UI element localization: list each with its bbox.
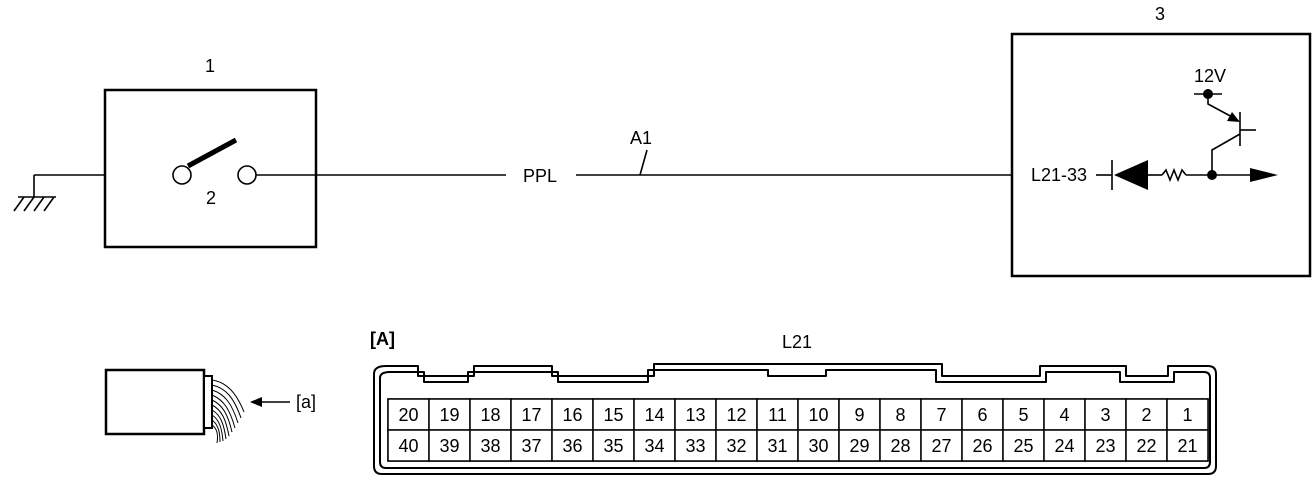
pin-cell — [1166, 398, 1209, 431]
pin-cell — [797, 398, 840, 431]
pin-cell — [469, 398, 512, 431]
diode-symbol — [1114, 160, 1148, 190]
pin-number: 30 — [808, 436, 828, 456]
pin-number: 5 — [1018, 405, 1028, 425]
control-unit-number: 3 — [1155, 4, 1165, 24]
pin-number: 31 — [767, 436, 787, 456]
pin-cell — [715, 429, 758, 462]
pin-number: 9 — [854, 405, 864, 425]
pin-number: 40 — [398, 436, 418, 456]
wire-id-label: A1 — [630, 128, 652, 148]
pin-cell — [1002, 398, 1045, 431]
wire-id-leader — [639, 149, 648, 176]
pin-number: 1 — [1182, 405, 1192, 425]
pin-cell — [551, 429, 594, 462]
view-direction-label: [a] — [296, 392, 316, 412]
wire-harness — [211, 379, 245, 444]
pin-cell — [551, 398, 594, 431]
pin-number: 19 — [439, 405, 459, 425]
pin-number: 36 — [562, 436, 582, 456]
pin-number: 12 — [726, 405, 746, 425]
pin-cell — [387, 398, 430, 431]
pin-cell — [510, 429, 553, 462]
pin-cell — [592, 398, 635, 431]
pin-cell — [920, 398, 963, 431]
pin-cell — [387, 429, 430, 462]
pin-number: 16 — [562, 405, 582, 425]
internal-circuit — [1096, 89, 1278, 190]
pin-number: 29 — [849, 436, 869, 456]
pin-number: 37 — [521, 436, 541, 456]
switch-symbol — [172, 137, 257, 185]
resistor-symbol — [1161, 167, 1187, 183]
pin-cell — [1043, 429, 1086, 462]
pin-cell — [469, 429, 512, 462]
pin-number: 38 — [480, 436, 500, 456]
pin-cell — [879, 429, 922, 462]
pin-grid: 20 19 18 17 16 15 14 13 12 11 10 9 8 7 6 5 4 3 2 140 39 38 37 3… — [387, 398, 1209, 462]
pin-number: 4 — [1059, 405, 1069, 425]
connector-name: L21 — [782, 332, 812, 352]
pin-number: 14 — [644, 405, 664, 425]
emitter-arrow — [1227, 112, 1240, 122]
pin-number: 11 — [768, 405, 787, 425]
pin-number: 20 — [398, 405, 418, 425]
connector-outline-outer — [373, 363, 1217, 475]
view-direction-arrowhead — [250, 397, 262, 407]
connector-outline-inner — [379, 369, 1211, 469]
control-unit-box — [1010, 32, 1312, 278]
connector-side-view — [104, 368, 245, 444]
pin-number: 26 — [972, 436, 992, 456]
pin-cell — [1166, 429, 1209, 462]
pin-cell — [428, 429, 471, 462]
pin-number: 28 — [890, 436, 910, 456]
pin-number: 3 — [1100, 405, 1110, 425]
pin-number: 10 — [808, 405, 828, 425]
pin-number: 22 — [1136, 436, 1156, 456]
pin-cell — [428, 398, 471, 431]
pin-number: 7 — [936, 405, 946, 425]
pin-cell — [961, 429, 1004, 462]
pin-number: 8 — [895, 405, 905, 425]
pin-number: 34 — [644, 436, 664, 456]
output-arrow — [1250, 168, 1278, 182]
pin-number: 33 — [685, 436, 705, 456]
switch-unit-box — [103, 88, 318, 249]
pin-number: 18 — [480, 405, 500, 425]
pin-number: 15 — [603, 405, 623, 425]
terminal-label: L21-33 — [1031, 165, 1087, 185]
pin-cell — [756, 398, 799, 431]
wire-color-label: PPL — [523, 166, 557, 186]
pin-number: 27 — [931, 436, 951, 456]
pin-number: 24 — [1054, 436, 1074, 456]
supply-voltage-label: 12V — [1194, 66, 1226, 86]
pin-cell — [1002, 429, 1045, 462]
view-label: [A] — [370, 329, 395, 349]
pin-number: 17 — [521, 405, 541, 425]
pin-number: 35 — [603, 436, 623, 456]
supply-dot — [1203, 89, 1213, 99]
switch-number: 2 — [206, 188, 216, 208]
switch-unit-number: 1 — [205, 56, 215, 76]
pin-number: 13 — [685, 405, 705, 425]
pin-number: 2 — [1141, 405, 1151, 425]
pin-number: 39 — [439, 436, 459, 456]
pin-cell — [1084, 429, 1127, 462]
pin-number: 6 — [977, 405, 987, 425]
ground-symbol — [13, 175, 56, 212]
pin-number: 32 — [726, 436, 746, 456]
pin-number: 25 — [1013, 436, 1033, 456]
pin-number: 21 — [1177, 436, 1197, 456]
pin-number: 23 — [1095, 436, 1115, 456]
